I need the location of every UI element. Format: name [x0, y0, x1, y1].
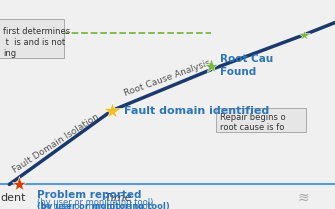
- Text: Fault domain identified: Fault domain identified: [124, 106, 269, 116]
- Text: t  is and is not: t is and is not: [3, 38, 65, 47]
- Text: Time: Time: [104, 193, 132, 203]
- FancyBboxPatch shape: [216, 108, 306, 132]
- Text: (by user or monitoring tool): (by user or monitoring tool): [37, 198, 153, 207]
- Text: Repair begins o: Repair begins o: [220, 113, 286, 122]
- Text: ≋: ≋: [298, 191, 310, 205]
- Text: Fault Domain Isolation: Fault Domain Isolation: [11, 112, 100, 175]
- Text: root cause is fo: root cause is fo: [220, 123, 285, 132]
- Text: (by user or monitoring tool): (by user or monitoring tool): [37, 203, 153, 209]
- Text: Problem reported: Problem reported: [37, 190, 142, 200]
- Text: dent: dent: [0, 193, 25, 203]
- Text: first determines: first determines: [3, 27, 70, 36]
- Text: Found: Found: [220, 67, 257, 77]
- Text: Root Cau: Root Cau: [220, 54, 273, 64]
- Text: ing: ing: [3, 49, 16, 58]
- Text: Root Cause Analysis: Root Cause Analysis: [123, 58, 212, 98]
- FancyBboxPatch shape: [0, 19, 64, 58]
- Text: (by user or monitoring tool): (by user or monitoring tool): [37, 203, 170, 209]
